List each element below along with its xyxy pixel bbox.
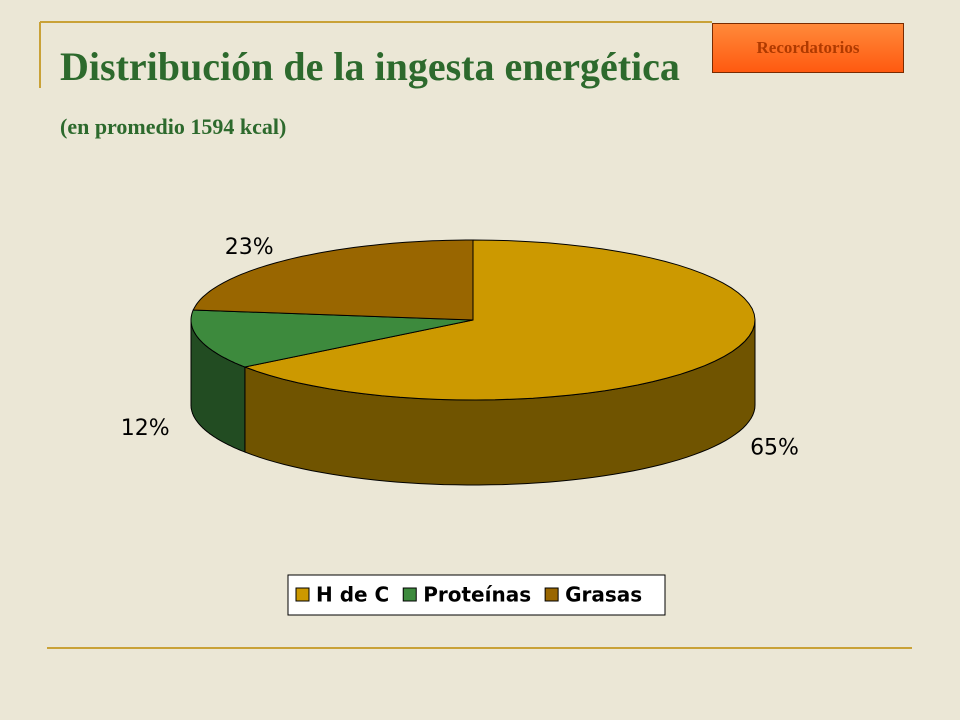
slice [192, 239, 474, 321]
legend-items: H de C Proteínas Grasas [295, 583, 642, 607]
title-block: Distribución de la ingesta energética (e… [60, 40, 700, 148]
legend-label: H de C [316, 583, 389, 607]
pie: 65% 12% 23% [121, 235, 799, 486]
legend-swatch [402, 587, 417, 602]
legend-swatch [544, 587, 559, 602]
slice [190, 309, 474, 368]
nav-button[interactable]: Recordatorios [712, 23, 904, 73]
legend [287, 574, 666, 616]
chart-subtitle: (en promedio 1594 kcal) [60, 114, 287, 139]
legend-swatch [295, 587, 310, 602]
legend-label: Proteínas [423, 583, 531, 607]
slice [243, 239, 756, 401]
legend-label: Grasas [565, 583, 642, 607]
data-label: 23% [225, 235, 274, 260]
data-label: 12% [121, 416, 170, 441]
data-label: 65% [750, 436, 799, 461]
chart-title: Distribución de la ingesta energética [60, 44, 680, 89]
